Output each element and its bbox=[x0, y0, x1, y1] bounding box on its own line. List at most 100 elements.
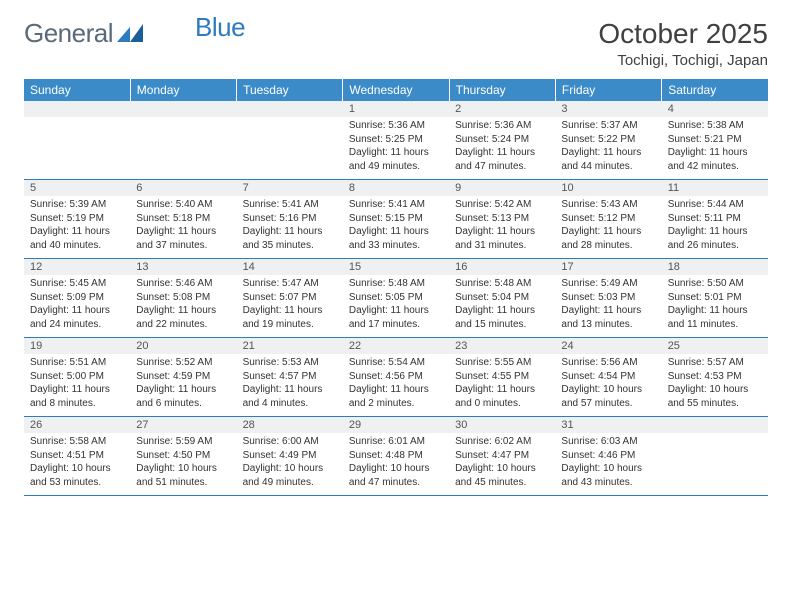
day-body: Sunrise: 5:54 AMSunset: 4:56 PMDaylight:… bbox=[343, 354, 449, 416]
sunrise-text: Sunrise: 5:41 AM bbox=[349, 198, 443, 212]
day-body: Sunrise: 5:44 AMSunset: 5:11 PMDaylight:… bbox=[662, 196, 768, 258]
calendar-cell: 17Sunrise: 5:49 AMSunset: 5:03 PMDayligh… bbox=[555, 259, 661, 338]
calendar-cell: 11Sunrise: 5:44 AMSunset: 5:11 PMDayligh… bbox=[662, 180, 768, 259]
calendar-cell: 30Sunrise: 6:02 AMSunset: 4:47 PMDayligh… bbox=[449, 417, 555, 496]
weekday-tuesday: Tuesday bbox=[237, 79, 343, 101]
sunrise-text: Sunrise: 5:37 AM bbox=[561, 119, 655, 133]
daylight-text: Daylight: 10 hours and 45 minutes. bbox=[455, 462, 549, 489]
daylight-text: Daylight: 11 hours and 11 minutes. bbox=[668, 304, 762, 331]
calendar-cell: 7Sunrise: 5:41 AMSunset: 5:16 PMDaylight… bbox=[237, 180, 343, 259]
daylight-text: Daylight: 10 hours and 51 minutes. bbox=[136, 462, 230, 489]
calendar-cell: 20Sunrise: 5:52 AMSunset: 4:59 PMDayligh… bbox=[130, 338, 236, 417]
day-number: 14 bbox=[237, 259, 343, 275]
calendar-cell: 21Sunrise: 5:53 AMSunset: 4:57 PMDayligh… bbox=[237, 338, 343, 417]
sunrise-text: Sunrise: 5:51 AM bbox=[30, 356, 124, 370]
sunset-text: Sunset: 4:48 PM bbox=[349, 449, 443, 463]
daylight-text: Daylight: 11 hours and 4 minutes. bbox=[243, 383, 337, 410]
daylight-text: Daylight: 11 hours and 2 minutes. bbox=[349, 383, 443, 410]
sunset-text: Sunset: 5:24 PM bbox=[455, 133, 549, 147]
weekday-friday: Friday bbox=[555, 79, 661, 101]
sunrise-text: Sunrise: 6:03 AM bbox=[561, 435, 655, 449]
sunrise-text: Sunrise: 5:36 AM bbox=[455, 119, 549, 133]
day-number: 24 bbox=[555, 338, 661, 354]
day-number: 11 bbox=[662, 180, 768, 196]
day-body: Sunrise: 5:41 AMSunset: 5:16 PMDaylight:… bbox=[237, 196, 343, 258]
weekday-monday: Monday bbox=[130, 79, 236, 101]
sunset-text: Sunset: 4:55 PM bbox=[455, 370, 549, 384]
brand-part1: General bbox=[24, 18, 113, 49]
header: General Blue October 2025 Tochigi, Tochi… bbox=[24, 18, 768, 69]
day-body: Sunrise: 5:48 AMSunset: 5:05 PMDaylight:… bbox=[343, 275, 449, 337]
sunrise-text: Sunrise: 5:46 AM bbox=[136, 277, 230, 291]
calendar-cell: 12Sunrise: 5:45 AMSunset: 5:09 PMDayligh… bbox=[24, 259, 130, 338]
title-block: October 2025 Tochigi, Tochigi, Japan bbox=[598, 18, 768, 69]
sunset-text: Sunset: 5:12 PM bbox=[561, 212, 655, 226]
daylight-text: Daylight: 11 hours and 22 minutes. bbox=[136, 304, 230, 331]
calendar-cell bbox=[24, 101, 130, 180]
daylight-text: Daylight: 10 hours and 55 minutes. bbox=[668, 383, 762, 410]
sunset-text: Sunset: 5:04 PM bbox=[455, 291, 549, 305]
day-number: 15 bbox=[343, 259, 449, 275]
day-body: Sunrise: 6:02 AMSunset: 4:47 PMDaylight:… bbox=[449, 433, 555, 495]
sunset-text: Sunset: 4:51 PM bbox=[30, 449, 124, 463]
day-body: Sunrise: 5:42 AMSunset: 5:13 PMDaylight:… bbox=[449, 196, 555, 258]
calendar-cell: 18Sunrise: 5:50 AMSunset: 5:01 PMDayligh… bbox=[662, 259, 768, 338]
sunset-text: Sunset: 5:25 PM bbox=[349, 133, 443, 147]
day-body: Sunrise: 5:36 AMSunset: 5:24 PMDaylight:… bbox=[449, 117, 555, 179]
logo-mark-icon bbox=[117, 18, 143, 49]
day-body: Sunrise: 5:48 AMSunset: 5:04 PMDaylight:… bbox=[449, 275, 555, 337]
calendar-cell: 16Sunrise: 5:48 AMSunset: 5:04 PMDayligh… bbox=[449, 259, 555, 338]
sunset-text: Sunset: 5:07 PM bbox=[243, 291, 337, 305]
sunset-text: Sunset: 5:16 PM bbox=[243, 212, 337, 226]
sunset-text: Sunset: 5:08 PM bbox=[136, 291, 230, 305]
daylight-text: Daylight: 11 hours and 44 minutes. bbox=[561, 146, 655, 173]
sunset-text: Sunset: 4:49 PM bbox=[243, 449, 337, 463]
calendar-cell: 22Sunrise: 5:54 AMSunset: 4:56 PMDayligh… bbox=[343, 338, 449, 417]
calendar-cell bbox=[662, 417, 768, 496]
calendar-week: 5Sunrise: 5:39 AMSunset: 5:19 PMDaylight… bbox=[24, 180, 768, 259]
day-number: 18 bbox=[662, 259, 768, 275]
sunrise-text: Sunrise: 5:38 AM bbox=[668, 119, 762, 133]
sunrise-text: Sunrise: 5:49 AM bbox=[561, 277, 655, 291]
sunset-text: Sunset: 5:05 PM bbox=[349, 291, 443, 305]
sunrise-text: Sunrise: 5:56 AM bbox=[561, 356, 655, 370]
sunrise-text: Sunrise: 5:52 AM bbox=[136, 356, 230, 370]
day-number: 27 bbox=[130, 417, 236, 433]
sunrise-text: Sunrise: 5:36 AM bbox=[349, 119, 443, 133]
day-number: 31 bbox=[555, 417, 661, 433]
calendar-table: Sunday Monday Tuesday Wednesday Thursday… bbox=[24, 79, 768, 495]
daylight-text: Daylight: 10 hours and 49 minutes. bbox=[243, 462, 337, 489]
calendar-cell: 27Sunrise: 5:59 AMSunset: 4:50 PMDayligh… bbox=[130, 417, 236, 496]
day-number: 9 bbox=[449, 180, 555, 196]
day-number: 7 bbox=[237, 180, 343, 196]
sunrise-text: Sunrise: 5:48 AM bbox=[349, 277, 443, 291]
day-body: Sunrise: 5:51 AMSunset: 5:00 PMDaylight:… bbox=[24, 354, 130, 416]
daylight-text: Daylight: 10 hours and 43 minutes. bbox=[561, 462, 655, 489]
day-body: Sunrise: 5:56 AMSunset: 4:54 PMDaylight:… bbox=[555, 354, 661, 416]
weekday-saturday: Saturday bbox=[662, 79, 768, 101]
sunrise-text: Sunrise: 5:47 AM bbox=[243, 277, 337, 291]
daylight-text: Daylight: 10 hours and 53 minutes. bbox=[30, 462, 124, 489]
daylight-text: Daylight: 11 hours and 17 minutes. bbox=[349, 304, 443, 331]
day-body: Sunrise: 6:00 AMSunset: 4:49 PMDaylight:… bbox=[237, 433, 343, 495]
calendar-cell: 4Sunrise: 5:38 AMSunset: 5:21 PMDaylight… bbox=[662, 101, 768, 180]
calendar-cell: 14Sunrise: 5:47 AMSunset: 5:07 PMDayligh… bbox=[237, 259, 343, 338]
calendar-cell: 15Sunrise: 5:48 AMSunset: 5:05 PMDayligh… bbox=[343, 259, 449, 338]
weekday-sunday: Sunday bbox=[24, 79, 130, 101]
bottom-rule bbox=[24, 495, 768, 496]
sunrise-text: Sunrise: 6:00 AM bbox=[243, 435, 337, 449]
day-body: Sunrise: 5:49 AMSunset: 5:03 PMDaylight:… bbox=[555, 275, 661, 337]
weekday-thursday: Thursday bbox=[449, 79, 555, 101]
day-body bbox=[130, 117, 236, 175]
sunset-text: Sunset: 4:54 PM bbox=[561, 370, 655, 384]
calendar-cell: 31Sunrise: 6:03 AMSunset: 4:46 PMDayligh… bbox=[555, 417, 661, 496]
sunrise-text: Sunrise: 5:43 AM bbox=[561, 198, 655, 212]
day-number: 4 bbox=[662, 101, 768, 117]
sunrise-text: Sunrise: 5:58 AM bbox=[30, 435, 124, 449]
day-number: 26 bbox=[24, 417, 130, 433]
brand-logo: General Blue bbox=[24, 18, 245, 49]
calendar-cell: 10Sunrise: 5:43 AMSunset: 5:12 PMDayligh… bbox=[555, 180, 661, 259]
day-number: 12 bbox=[24, 259, 130, 275]
day-number: 16 bbox=[449, 259, 555, 275]
day-body: Sunrise: 5:37 AMSunset: 5:22 PMDaylight:… bbox=[555, 117, 661, 179]
